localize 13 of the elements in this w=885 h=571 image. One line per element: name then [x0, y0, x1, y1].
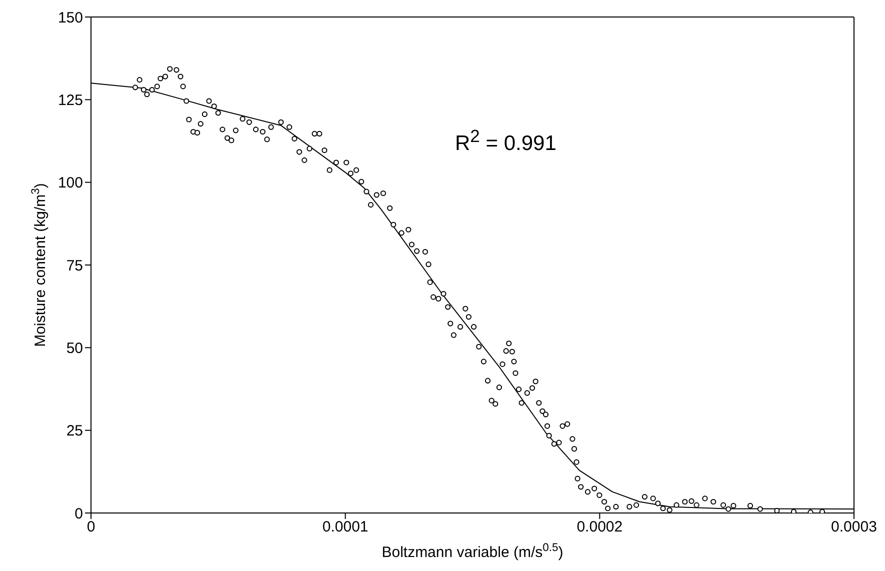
- y-tick-label: 125: [58, 92, 83, 109]
- x-tick-label: 0.0001: [322, 518, 368, 536]
- y-tick-label: 25: [66, 422, 83, 440]
- x-axis-title: Boltzmann variable (m/s$^{0.5}$): [382, 542, 564, 561]
- y-tick-label: 75: [66, 257, 83, 274]
- y-tick-label: 150: [58, 9, 83, 26]
- y-tick-label: 0: [74, 505, 83, 522]
- x-tick-label: 0.0002: [576, 518, 623, 536]
- annotation: R$^{2}$ = 0.991: [455, 126, 556, 156]
- y-tick-label: 100: [58, 174, 83, 192]
- x-tick-label: 0.0003: [831, 518, 877, 536]
- y-tick-label: 50: [66, 340, 83, 357]
- x-tick-label: 0: [86, 518, 96, 536]
